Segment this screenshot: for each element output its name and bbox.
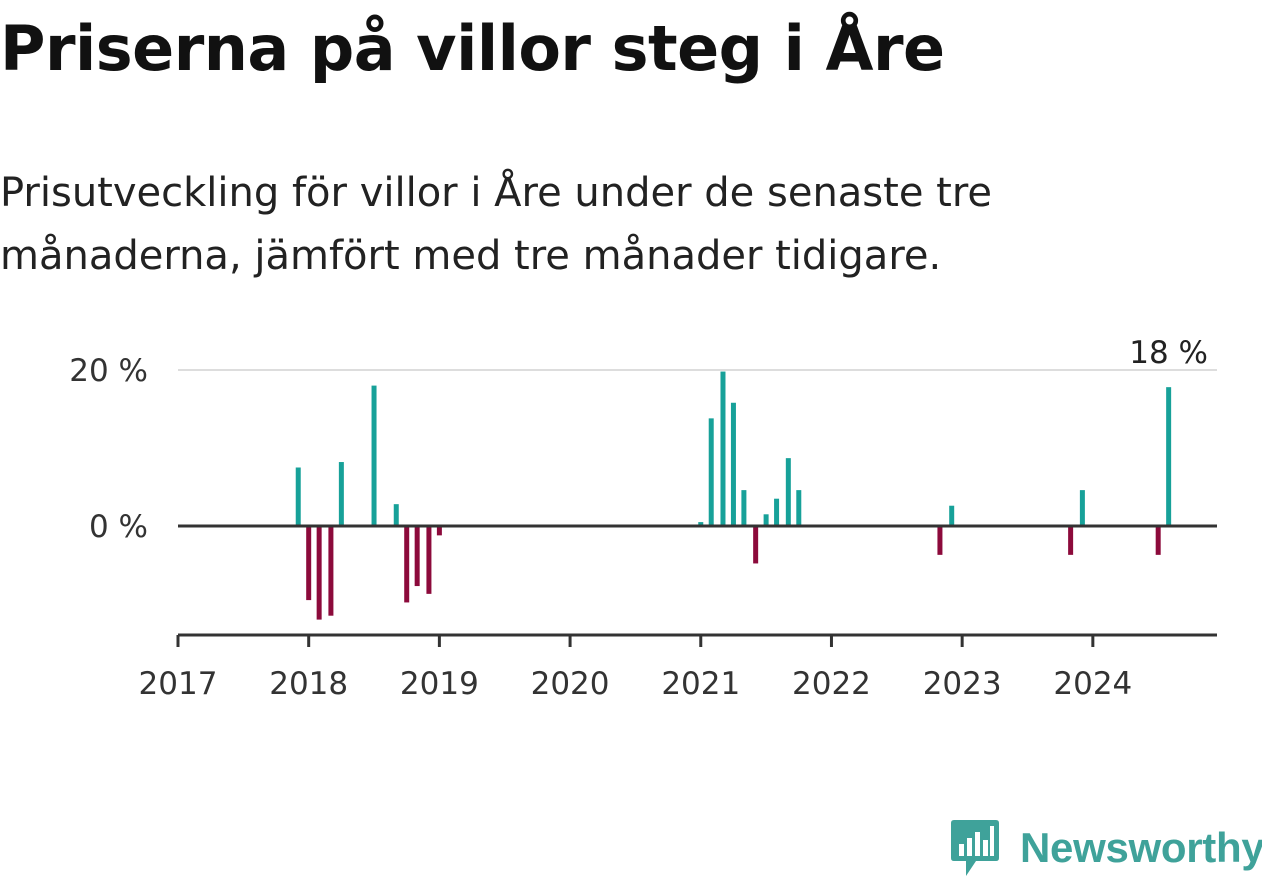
bar-chart: 0 % 20 % 2017 2018 2019 2020 2021 2022 2023 2024 1… xyxy=(69,332,1217,702)
chart-title: Priserna på villor steg i Åre xyxy=(0,12,945,85)
bar xyxy=(426,526,432,594)
bar xyxy=(328,526,334,616)
x-tick-label: 2022 xyxy=(792,666,871,702)
bar xyxy=(937,526,943,555)
bar xyxy=(763,514,769,526)
y-tick-label: 20 % xyxy=(69,353,148,389)
bar xyxy=(796,490,802,526)
bar xyxy=(371,385,377,526)
bar xyxy=(774,498,780,526)
bar xyxy=(1079,490,1085,526)
bar xyxy=(295,467,301,526)
bar xyxy=(404,526,410,603)
latest-value-label: 18 % xyxy=(1129,335,1208,371)
bar xyxy=(316,526,322,620)
bar xyxy=(1155,526,1161,555)
x-tick-label: 2021 xyxy=(661,666,740,702)
x-tick-label: 2024 xyxy=(1053,666,1132,702)
newsworthy-chart-icon xyxy=(951,820,999,876)
x-tick-label: 2023 xyxy=(923,666,1002,702)
x-tick-label: 2017 xyxy=(139,666,218,702)
bar xyxy=(741,490,747,526)
bar xyxy=(708,418,714,526)
x-tick-label: 2018 xyxy=(269,666,348,702)
bar xyxy=(338,462,344,526)
logo-text: Newsworthy xyxy=(1020,824,1262,871)
y-tick-label: 0 % xyxy=(89,509,148,545)
bar xyxy=(393,504,399,526)
bar xyxy=(436,526,442,536)
x-tick-label: 2019 xyxy=(400,666,479,702)
bar xyxy=(949,505,955,526)
bar xyxy=(730,402,736,526)
bar xyxy=(753,526,759,564)
chart-subtitle: Prisutveckling för villor i Åre under de… xyxy=(0,170,993,279)
bar xyxy=(414,526,420,587)
bar xyxy=(1068,526,1074,555)
bar xyxy=(1166,387,1172,526)
bar xyxy=(785,458,791,526)
x-tick-label: 2020 xyxy=(531,666,610,702)
newsworthy-logo: Newsworthy xyxy=(950,818,1262,878)
bar xyxy=(306,526,312,601)
bar xyxy=(720,371,726,526)
bar xyxy=(698,522,704,526)
